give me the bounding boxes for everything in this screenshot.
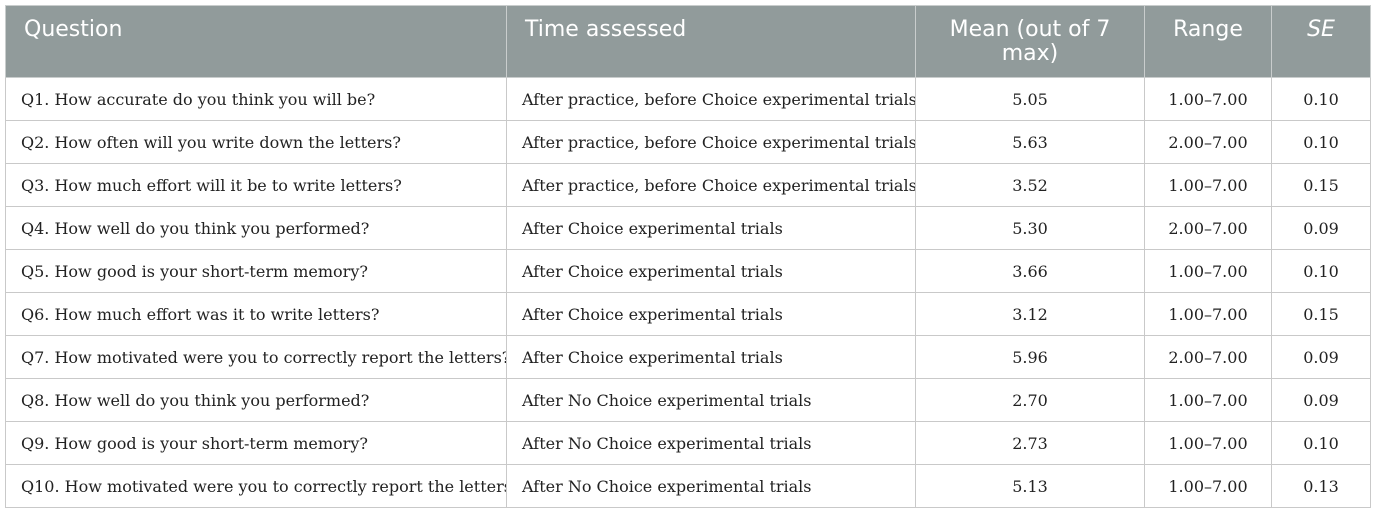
cell-mean: 5.63 <box>915 120 1145 164</box>
table-row: Q1. How accurate do you think you will b… <box>5 77 1371 121</box>
table-row: Q4. How well do you think you performed?… <box>5 206 1371 250</box>
cell-time-assessed: After Choice experimental trials <box>506 249 916 293</box>
cell-question: Q4. How well do you think you performed? <box>5 206 507 250</box>
table-body: Q1. How accurate do you think you will b… <box>5 77 1371 508</box>
cell-range: 1.00–7.00 <box>1144 292 1272 336</box>
table-row: Q7. How motivated were you to correctly … <box>5 335 1371 379</box>
cell-time-assessed: After practice, before Choice experiment… <box>506 163 916 207</box>
cell-range: 1.00–7.00 <box>1144 378 1272 422</box>
cell-question: Q10. How motivated were you to correctly… <box>5 464 507 508</box>
table-row: Q10. How motivated were you to correctly… <box>5 464 1371 508</box>
table-row: Q6. How much effort was it to write lett… <box>5 292 1371 336</box>
cell-range: 1.00–7.00 <box>1144 163 1272 207</box>
cell-mean: 5.96 <box>915 335 1145 379</box>
cell-mean: 3.52 <box>915 163 1145 207</box>
cell-se: 0.13 <box>1271 464 1371 508</box>
cell-se: 0.15 <box>1271 163 1371 207</box>
cell-question: Q9. How good is your short-term memory? <box>5 421 507 465</box>
table-header: Question Time assessed Mean (out of 7 ma… <box>5 5 1371 78</box>
cell-mean: 5.30 <box>915 206 1145 250</box>
header-range: Range <box>1144 5 1272 78</box>
table-row: Q3. How much effort will it be to write … <box>5 163 1371 207</box>
cell-question: Q3. How much effort will it be to write … <box>5 163 507 207</box>
cell-se: 0.09 <box>1271 206 1371 250</box>
cell-range: 1.00–7.00 <box>1144 421 1272 465</box>
cell-time-assessed: After Choice experimental trials <box>506 206 916 250</box>
cell-range: 2.00–7.00 <box>1144 335 1272 379</box>
cell-se: 0.09 <box>1271 378 1371 422</box>
header-mean: Mean (out of 7 max) <box>915 5 1145 78</box>
cell-time-assessed: After No Choice experimental trials <box>506 421 916 465</box>
table-row: Q5. How good is your short-term memory? A… <box>5 249 1371 293</box>
header-row: Question Time assessed Mean (out of 7 ma… <box>5 5 1371 78</box>
cell-time-assessed: After practice, before Choice experiment… <box>506 120 916 164</box>
cell-question: Q1. How accurate do you think you will b… <box>5 77 507 121</box>
cell-question: Q8. How well do you think you performed? <box>5 378 507 422</box>
cell-question: Q7. How motivated were you to correctly … <box>5 335 507 379</box>
cell-mean: 3.12 <box>915 292 1145 336</box>
cell-mean: 5.13 <box>915 464 1145 508</box>
header-se: SE <box>1271 5 1371 78</box>
cell-mean: 3.66 <box>915 249 1145 293</box>
table-row: Q2. How often will you write down the le… <box>5 120 1371 164</box>
cell-se: 0.09 <box>1271 335 1371 379</box>
cell-range: 2.00–7.00 <box>1144 120 1272 164</box>
header-question: Question <box>5 5 507 78</box>
cell-se: 0.10 <box>1271 249 1371 293</box>
results-table: Question Time assessed Mean (out of 7 ma… <box>5 5 1371 508</box>
cell-question: Q6. How much effort was it to write lett… <box>5 292 507 336</box>
cell-question: Q5. How good is your short-term memory? <box>5 249 507 293</box>
cell-mean: 2.70 <box>915 378 1145 422</box>
cell-time-assessed: After practice, before Choice experiment… <box>506 77 916 121</box>
cell-se: 0.10 <box>1271 77 1371 121</box>
cell-range: 1.00–7.00 <box>1144 249 1272 293</box>
cell-time-assessed: After Choice experimental trials <box>506 335 916 379</box>
cell-range: 1.00–7.00 <box>1144 464 1272 508</box>
cell-mean: 5.05 <box>915 77 1145 121</box>
cell-range: 2.00–7.00 <box>1144 206 1272 250</box>
header-time-assessed: Time assessed <box>506 5 916 78</box>
cell-se: 0.15 <box>1271 292 1371 336</box>
cell-mean: 2.73 <box>915 421 1145 465</box>
cell-se: 0.10 <box>1271 120 1371 164</box>
table-row: Q8. How well do you think you performed?… <box>5 378 1371 422</box>
cell-time-assessed: After No Choice experimental trials <box>506 464 916 508</box>
cell-time-assessed: After Choice experimental trials <box>506 292 916 336</box>
cell-se: 0.10 <box>1271 421 1371 465</box>
cell-time-assessed: After No Choice experimental trials <box>506 378 916 422</box>
cell-question: Q2. How often will you write down the le… <box>5 120 507 164</box>
table-row: Q9. How good is your short-term memory? A… <box>5 421 1371 465</box>
cell-range: 1.00–7.00 <box>1144 77 1272 121</box>
